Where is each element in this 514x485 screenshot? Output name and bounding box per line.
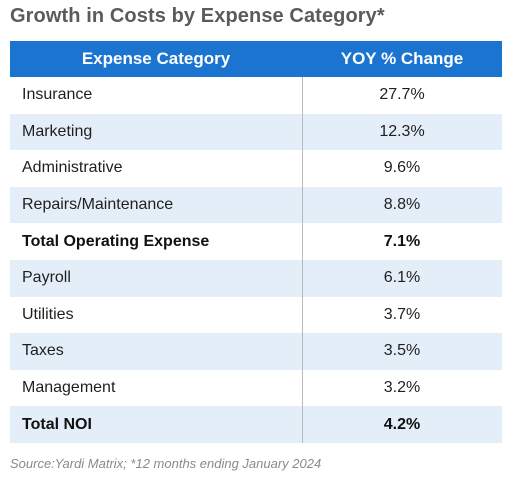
- table-row: Total NOI 4.2%: [10, 406, 502, 443]
- expense-category-cell: Insurance: [22, 86, 93, 104]
- table-row: Marketing 12.3%: [10, 113, 502, 151]
- chart-title: Growth in Costs by Expense Category*: [10, 5, 385, 27]
- table-body: Insurance 27.7% Marketing 12.3% Administrati…: [10, 77, 502, 443]
- table-row: Taxes 3.5%: [10, 333, 502, 370]
- yoy-change-cell: 3.5%: [383, 342, 421, 360]
- table-header-row: Expense Category YOY % Change: [10, 41, 502, 77]
- table-row: Utilities 3.7%: [10, 297, 502, 334]
- expense-category-cell: Total Operating Expense: [22, 232, 210, 250]
- yoy-change-cell: 9.6%: [383, 159, 421, 177]
- yoy-change-cell: 4.2%: [383, 415, 421, 433]
- expense-category-cell: Payroll: [22, 269, 71, 287]
- yoy-change-cell: 12.3%: [379, 122, 425, 140]
- expense-category-cell: Repairs/Maintenance: [22, 196, 174, 214]
- yoy-change-cell: 27.7%: [379, 86, 425, 104]
- table-row: Management 3.2%: [10, 370, 502, 407]
- table-row: Payroll 6.1%: [10, 259, 502, 297]
- expense-category-cell: Total NOI: [22, 415, 92, 433]
- yoy-change-cell: 6.1%: [383, 269, 421, 287]
- expense-table: Expense Category YOY % Change Insurance 2…: [10, 41, 502, 443]
- table-row: Repairs/Maintenance 8.8%: [10, 186, 502, 224]
- yoy-change-cell: 8.8%: [383, 196, 421, 214]
- column-divider: [302, 77, 303, 443]
- expense-category-cell: Taxes: [22, 342, 64, 360]
- table-row: Total Operating Expense 7.1%: [10, 223, 502, 260]
- expense-category-cell: Administrative: [22, 159, 123, 177]
- yoy-change-cell: 7.1%: [383, 232, 421, 250]
- table-row: Insurance 27.7%: [10, 77, 502, 114]
- yoy-change-cell: 3.2%: [383, 379, 421, 397]
- column-header-category: Expense Category: [81, 49, 231, 68]
- expense-category-cell: Utilities: [22, 305, 74, 323]
- source-note: Source:Yardi Matrix; *12 months ending J…: [10, 456, 322, 471]
- column-header-change: YOY % Change: [340, 49, 464, 68]
- expense-category-cell: Marketing: [22, 122, 93, 140]
- expense-category-cell: Management: [22, 379, 116, 397]
- yoy-change-cell: 3.7%: [383, 305, 421, 323]
- table-row: Administrative 9.6%: [10, 150, 502, 187]
